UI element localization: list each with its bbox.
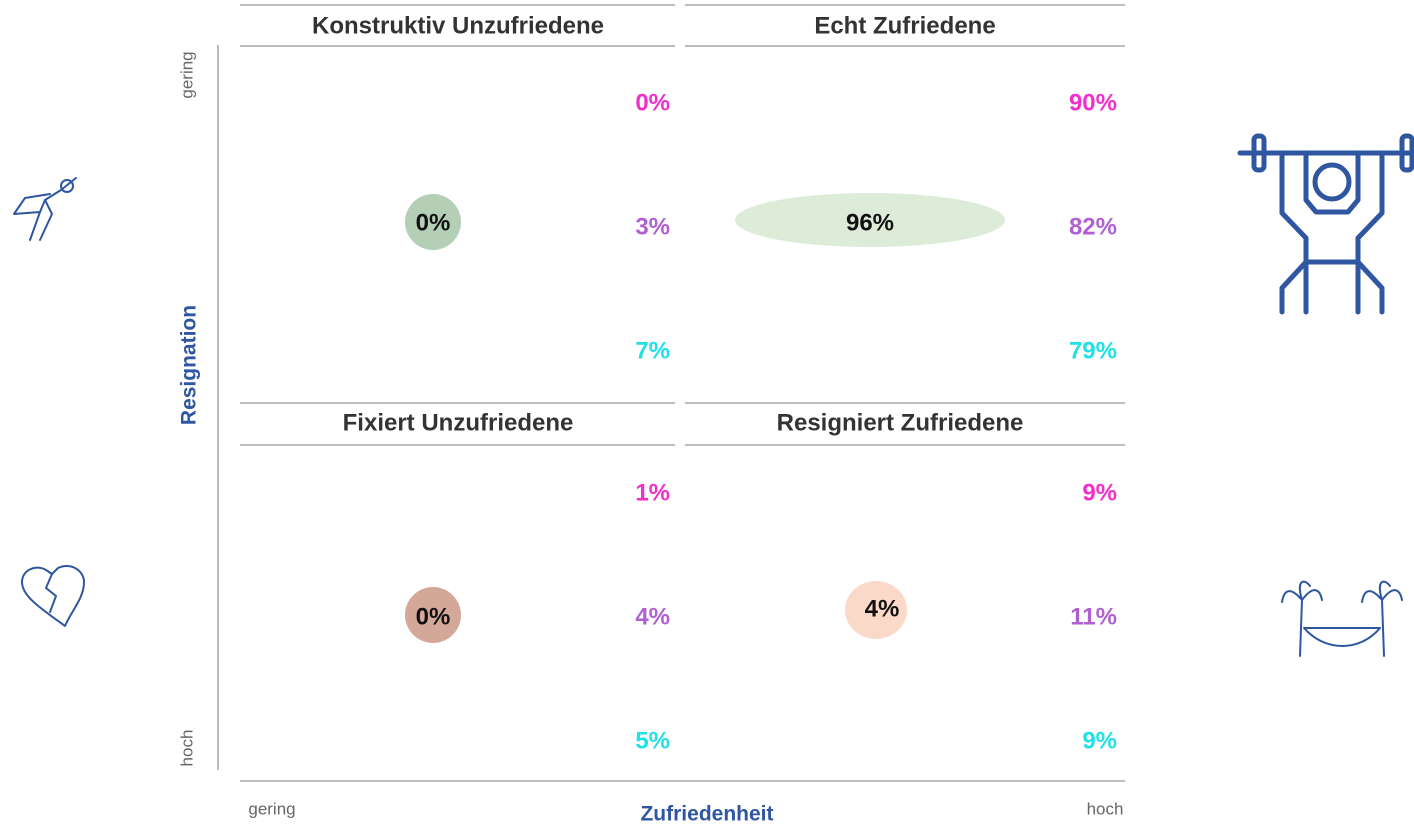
side-value: 82% <box>1069 213 1117 240</box>
center-value: 0% <box>416 209 451 236</box>
bubble <box>735 193 1005 247</box>
quadrant-title: Resigniert Zufriedene <box>777 409 1024 436</box>
hammock-icon <box>1281 580 1403 657</box>
center-value: 96% <box>846 209 894 236</box>
x-high-label: hoch <box>1087 799 1124 818</box>
bubble <box>405 194 461 250</box>
side-value: 11% <box>1070 603 1117 630</box>
x-low-label: gering <box>248 799 295 818</box>
bubble <box>405 587 461 643</box>
side-value: 3% <box>635 213 670 240</box>
side-value: 90% <box>1069 89 1117 116</box>
side-value: 9% <box>1082 727 1117 754</box>
center-value: 4% <box>865 595 900 622</box>
side-value: 5% <box>635 727 670 754</box>
quadrant-title: Fixiert Unzufriedene <box>343 409 574 436</box>
center-value: 0% <box>416 603 451 630</box>
side-value: 0% <box>635 89 670 116</box>
x-axis-label: Zufriedenheit <box>640 803 773 826</box>
y-high-label: hoch <box>177 730 196 767</box>
quadrant-title: Konstruktiv Unzufriedene <box>312 12 604 39</box>
weightlifter-icon <box>1237 133 1414 315</box>
side-value: 1% <box>635 479 670 506</box>
side-value: 79% <box>1069 337 1117 364</box>
quadrant-title: Echt Zufriedene <box>814 12 995 39</box>
side-value: 9% <box>1082 479 1117 506</box>
y-low-label: gering <box>177 51 196 98</box>
bubble <box>845 581 907 639</box>
side-value: 7% <box>635 337 670 364</box>
superhero-icon <box>13 177 77 241</box>
broken-heart-icon <box>21 564 85 627</box>
side-value: 4% <box>635 603 670 630</box>
y-axis-label: Resignation <box>178 305 201 425</box>
